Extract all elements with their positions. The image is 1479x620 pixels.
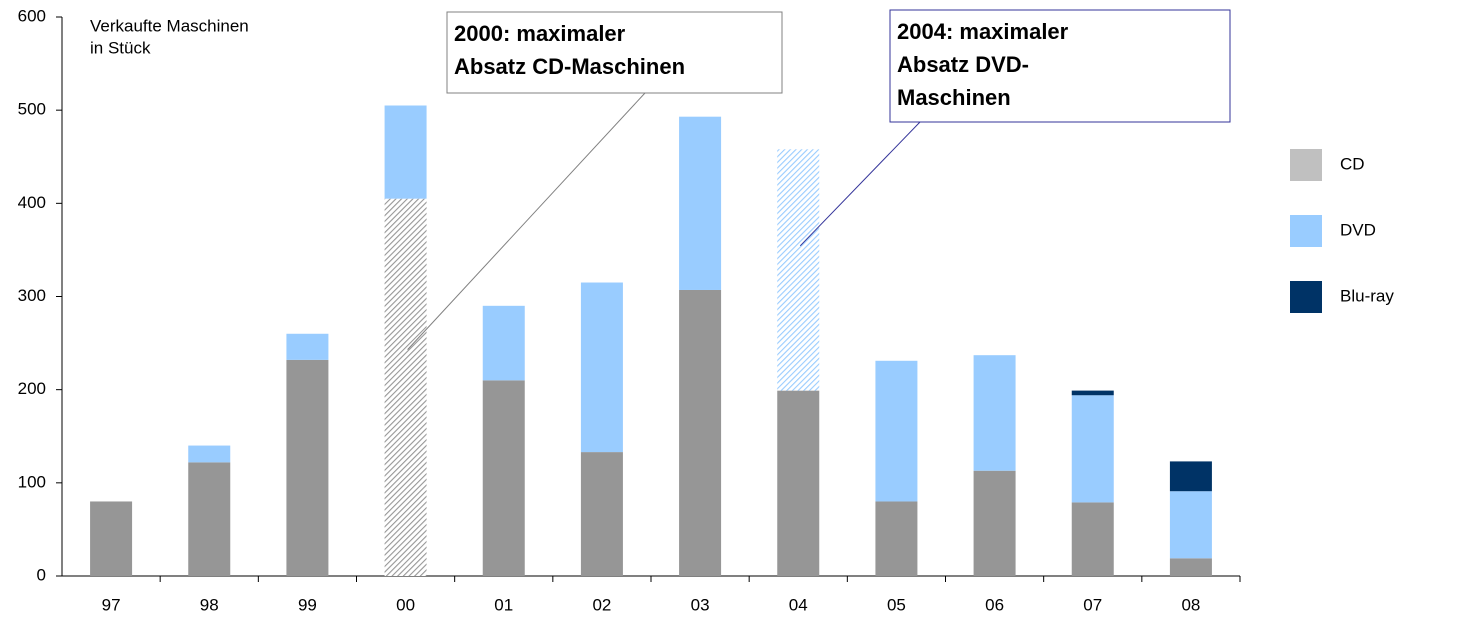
annotation-text: Absatz DVD- — [897, 52, 1029, 77]
x-tick-label: 97 — [102, 595, 121, 614]
y-tick-label: 0 — [37, 565, 46, 584]
bar-segment — [286, 333, 329, 360]
bar-segment — [482, 380, 525, 576]
annotation-text: 2004: maximaler — [897, 19, 1069, 44]
annotation-box — [446, 11, 783, 94]
bar-segment — [1169, 558, 1212, 576]
bar-segment — [1169, 461, 1212, 492]
legend-swatch — [1290, 149, 1322, 181]
x-tick-label: 08 — [1181, 595, 1200, 614]
x-tick-label: 05 — [887, 595, 906, 614]
bar-segment — [384, 105, 427, 199]
x-tick-label: 99 — [298, 595, 317, 614]
bar-segment — [1071, 395, 1114, 503]
x-tick-label: 98 — [200, 595, 219, 614]
y-tick-label: 600 — [18, 6, 46, 25]
bar-segment — [777, 390, 820, 576]
bar-segment — [973, 355, 1016, 471]
x-tick-label: 00 — [396, 595, 415, 614]
annotation-leader — [407, 92, 646, 350]
x-tick-label: 04 — [789, 595, 808, 614]
bar-segment — [1071, 390, 1114, 396]
bar-segment — [777, 149, 820, 391]
bar-segment — [286, 359, 329, 576]
legend-label: Blu-ray — [1340, 286, 1394, 305]
y-tick-label: 500 — [18, 100, 46, 119]
bar-segment — [679, 289, 722, 576]
x-tick-label: 07 — [1083, 595, 1102, 614]
y-tick-label: 300 — [18, 286, 46, 305]
bar-segment — [679, 116, 722, 290]
x-tick-label: 02 — [592, 595, 611, 614]
bar-segment — [384, 198, 427, 577]
y-axis-label: in Stück — [90, 38, 151, 57]
bar-segment — [188, 462, 231, 576]
bar-segment — [1071, 502, 1114, 576]
bar-segment — [90, 501, 133, 576]
y-tick-label: 400 — [18, 193, 46, 212]
x-tick-label: 01 — [494, 595, 513, 614]
y-tick-label: 200 — [18, 379, 46, 398]
x-tick-label: 06 — [985, 595, 1004, 614]
bar-segment — [188, 445, 231, 463]
annotation-text: Absatz CD-Maschinen — [454, 54, 685, 79]
bar-segment — [875, 501, 918, 576]
legend-swatch — [1290, 281, 1322, 313]
annotation-text: 2000: maximaler — [454, 21, 626, 46]
annotation-box — [889, 9, 1231, 123]
legend-label: CD — [1340, 154, 1365, 173]
legend-label: DVD — [1340, 220, 1376, 239]
bar-segment — [1169, 491, 1212, 559]
y-tick-label: 100 — [18, 472, 46, 491]
annotation-text: Maschinen — [897, 85, 1011, 110]
bar-segment — [580, 282, 623, 453]
legend-swatch — [1290, 215, 1322, 247]
bar-segment — [875, 360, 918, 502]
annotation-leader — [799, 121, 921, 247]
y-axis-label: Verkaufte Maschinen — [90, 16, 249, 35]
bar-segment — [973, 470, 1016, 576]
x-tick-label: 03 — [691, 595, 710, 614]
bar-segment — [580, 452, 623, 576]
bar-segment — [482, 305, 525, 381]
